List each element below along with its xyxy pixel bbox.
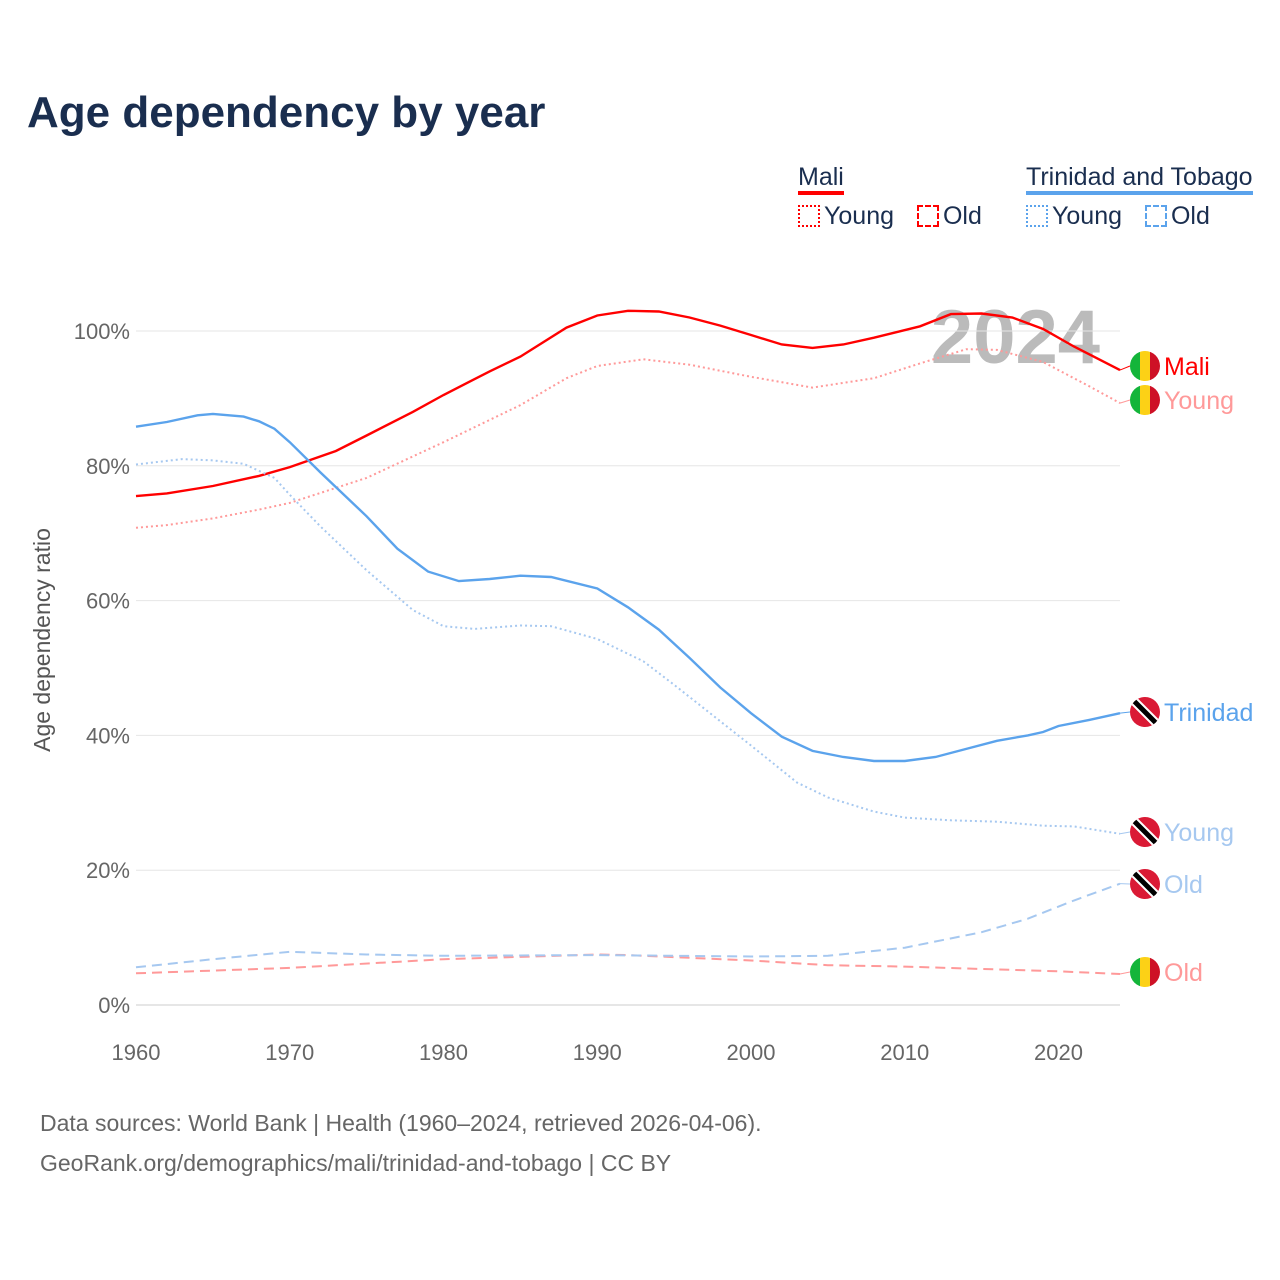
label-connector (1119, 971, 1131, 975)
end-label: Mali (1164, 353, 1210, 381)
x-tick-label: 2020 (1034, 1040, 1083, 1065)
dashed-swatch-icon (1144, 205, 1167, 227)
legend-tt-old[interactable]: Old (1170, 202, 1210, 230)
chart-title: Age dependency by year (27, 88, 546, 137)
x-tick-label: 1970 (265, 1040, 314, 1065)
mali-flag-icon (1130, 957, 1160, 987)
plot-area: 2024 0% 20% 40% 60% 80% 100% 1960 1970 1980 1990 2… (29, 295, 1253, 1065)
dashed-swatch-icon (916, 205, 939, 227)
mali-flag-icon (1130, 385, 1160, 415)
legend-tt-young[interactable]: Young (1052, 202, 1122, 230)
y-tick-label: 20% (86, 858, 130, 883)
legend-tt[interactable]: Trinidad and Tobago (1026, 163, 1253, 195)
mali-flag-icon (1130, 351, 1160, 381)
legend-group-mali[interactable]: Mali Young Old (798, 162, 982, 231)
dotted-swatch-icon (798, 205, 820, 227)
series-line-2[interactable] (135, 953, 1121, 975)
series-line-1[interactable] (135, 348, 1121, 529)
y-tick-label: 60% (86, 589, 130, 614)
label-connector (1119, 365, 1131, 371)
series-line-0[interactable] (135, 309, 1121, 498)
legend-group-tt[interactable]: Trinidad and Tobago Young Old (1026, 162, 1253, 231)
tt-flag-icon (1130, 817, 1160, 847)
y-tick-label: 40% (86, 723, 130, 748)
end-label: Trinidad (1164, 699, 1253, 727)
y-axis-label: Age dependency ratio (29, 528, 55, 752)
label-connector (1119, 831, 1131, 835)
source-line-1: Data sources: World Bank | Health (1960–… (40, 1110, 762, 1136)
source-line-2[interactable]: GeoRank.org/demographics/mali/trinidad-a… (40, 1150, 672, 1176)
legend-mali[interactable]: Mali (798, 163, 844, 195)
x-tick-label: 2000 (727, 1040, 776, 1065)
label-connector (1119, 399, 1131, 404)
legend-mali-old[interactable]: Old (942, 202, 982, 230)
end-label: Old (1164, 959, 1203, 987)
series-line-5[interactable] (135, 882, 1121, 969)
y-tick-label: 80% (86, 454, 130, 479)
tt-flag-icon (1130, 697, 1160, 727)
label-connector (1119, 711, 1131, 714)
tt-flag-icon (1130, 869, 1160, 899)
dotted-swatch-icon (1026, 205, 1048, 227)
legend-mali-young[interactable]: Young (824, 202, 894, 230)
x-tick-label: 1990 (573, 1040, 622, 1065)
x-tick-label: 2010 (880, 1040, 929, 1065)
y-tick-label: 100% (74, 319, 130, 344)
series-line-4[interactable] (135, 458, 1121, 835)
end-label: Young (1164, 819, 1234, 847)
x-tick-label: 1980 (419, 1040, 468, 1065)
series-line-3[interactable] (135, 412, 1121, 763)
end-label: Old (1164, 871, 1203, 899)
x-tick-label: 1960 (112, 1040, 161, 1065)
year-watermark: 2024 (931, 295, 1100, 380)
y-tick-label: 0% (98, 993, 130, 1018)
end-label: Young (1164, 387, 1234, 415)
